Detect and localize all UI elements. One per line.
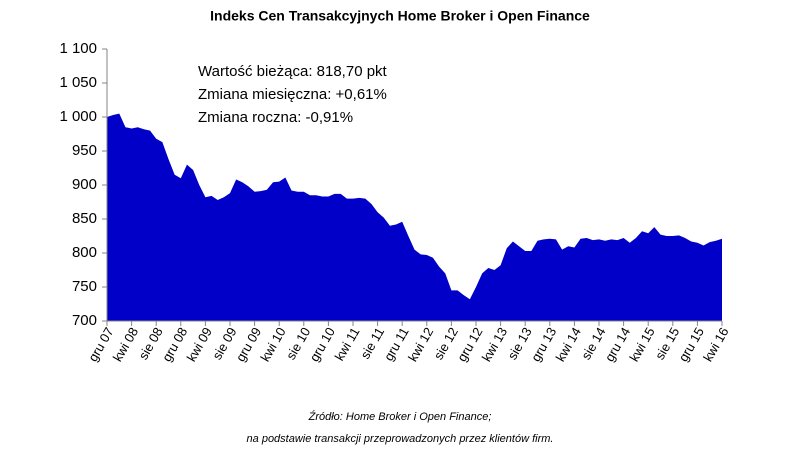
y-tick-label: 1 100 <box>59 40 97 57</box>
source-note: na podstawie transakcji przeprowadzonych… <box>247 433 554 445</box>
y-tick-label: 850 <box>72 210 97 227</box>
x-tick-label: kwi 12 <box>405 325 436 364</box>
y-tick-label: 1 000 <box>59 108 97 125</box>
y-tick-label: 900 <box>72 176 97 193</box>
x-tick-label: kwi 11 <box>332 325 363 364</box>
x-tick-label: kwi 09 <box>184 325 215 364</box>
y-tick-label: 800 <box>72 244 97 261</box>
source-note: Źródło: Home Broker i Open Finance; <box>308 410 492 423</box>
y-tick-label: 750 <box>72 278 97 295</box>
x-tick-label: kwi 15 <box>626 325 657 364</box>
area <box>107 113 722 321</box>
annotation: Zmiana roczna: -0,91% <box>198 109 353 126</box>
annotation: Wartość bieżąca: 818,70 pkt <box>198 63 388 80</box>
annotation: Zmiana miesięczna: +0,61% <box>198 86 387 103</box>
chart-title: Indeks Cen Transakcyjnych Home Broker i … <box>210 8 590 24</box>
y-tick-label: 950 <box>72 142 97 159</box>
x-tick-label: gru 10 <box>307 325 338 364</box>
x-tick-label: kwi 13 <box>479 325 510 364</box>
x-tick-label: kwi 10 <box>257 325 288 364</box>
y-tick-label: 1 050 <box>59 74 97 91</box>
x-tick-label: kwi 14 <box>553 325 584 364</box>
x-tick-label: kwi 08 <box>110 325 141 364</box>
y-tick-label: 700 <box>72 312 97 329</box>
x-tick-label: kwi 16 <box>700 325 731 364</box>
